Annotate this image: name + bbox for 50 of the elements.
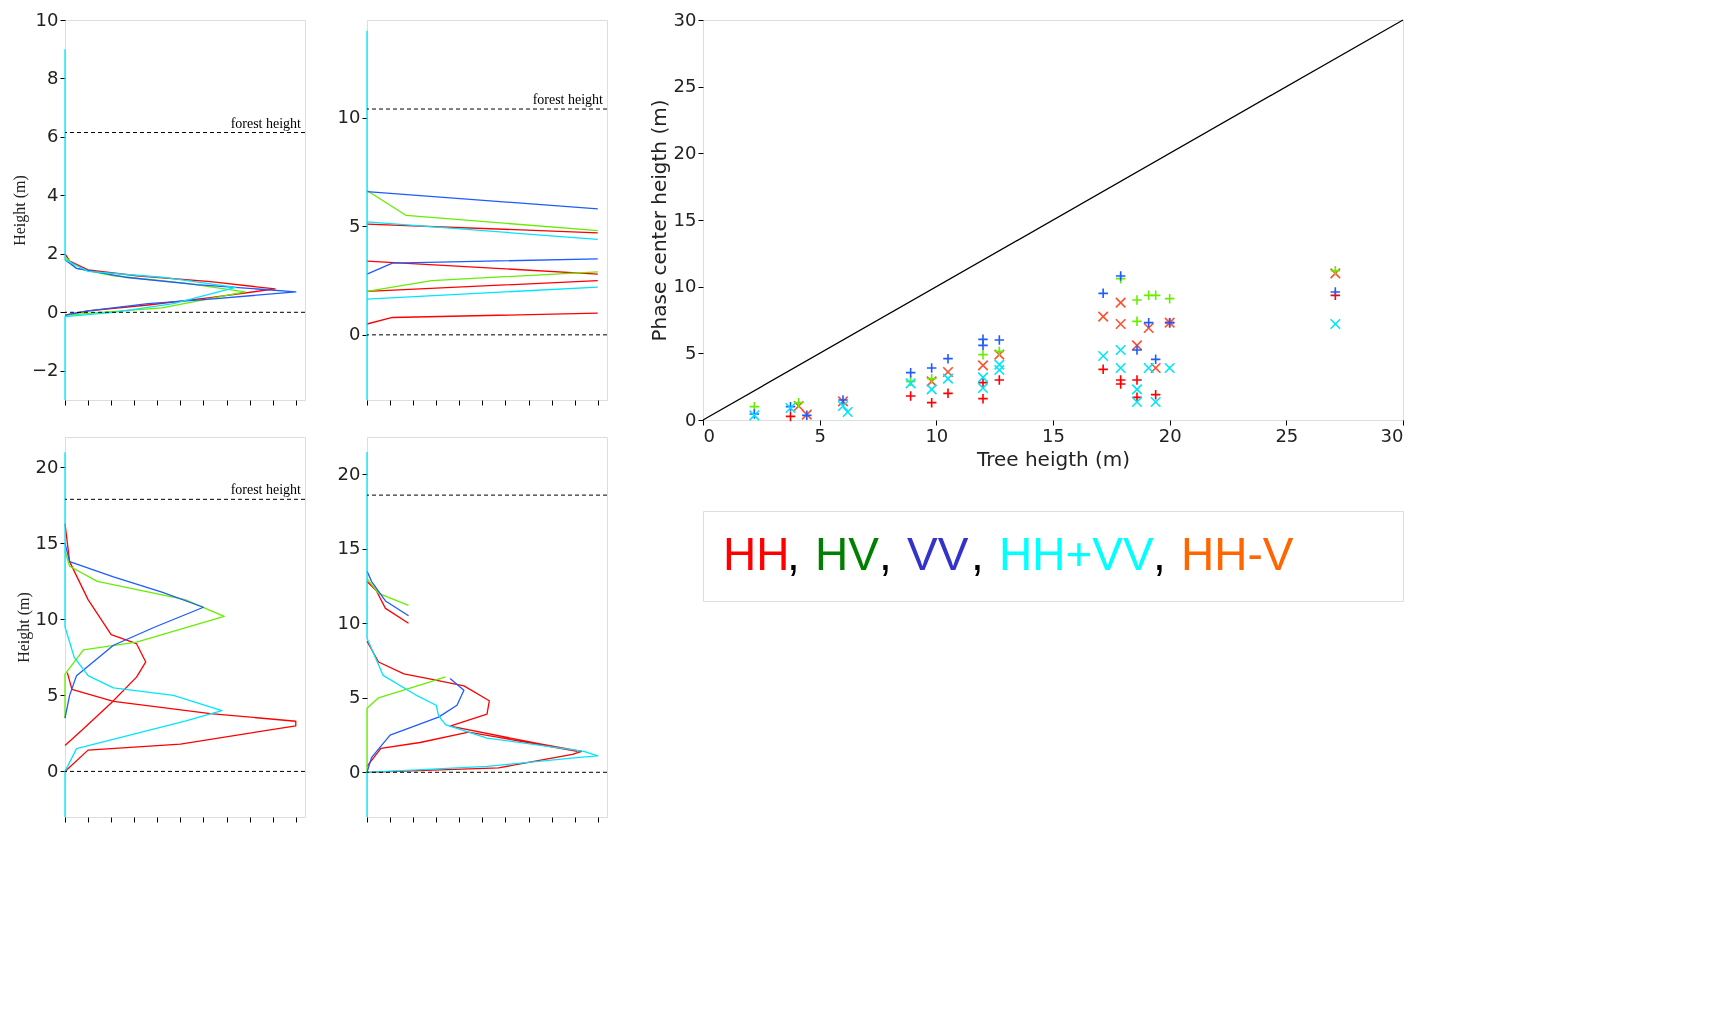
ref-line-label: forest height: [532, 92, 604, 108]
x-tick-label: 25: [1275, 424, 1299, 446]
x-tick-label: 0: [703, 424, 715, 446]
y-tick-label: 10: [35, 607, 59, 629]
text: ,: [971, 528, 984, 580]
y-tick-label: 5: [685, 341, 697, 363]
y-tick-label: 15: [337, 537, 361, 559]
y-tick-label: −2: [31, 359, 59, 381]
y-tick-label: 2: [47, 242, 59, 264]
x-tick-label: 10: [925, 424, 949, 446]
y-axis-title: Height (m): [14, 592, 33, 663]
legend-label: VV: [907, 528, 969, 580]
y-tick-label: 10: [673, 275, 697, 297]
legend-label: HH+VV: [999, 528, 1154, 580]
y-tick-label: 5: [47, 683, 59, 705]
y-tick-label: 10: [337, 611, 361, 633]
y-axis-title: Height (m): [10, 175, 29, 246]
x-axis-title: Tree heigth (m): [975, 446, 1131, 471]
text: ,: [879, 528, 892, 580]
x-tick-label: 20: [1158, 424, 1182, 446]
x-tick-label: 5: [814, 424, 826, 446]
y-tick-label: 15: [673, 208, 697, 230]
y-tick-label: 0: [47, 759, 59, 781]
text: ,: [1153, 528, 1166, 580]
y-tick-label: 8: [47, 66, 59, 88]
y-tick-label: 20: [35, 455, 59, 477]
x-tick-label: 15: [1042, 424, 1065, 446]
ref-line-label: forest height: [230, 482, 302, 498]
y-tick-label: 30: [673, 8, 697, 30]
legend-label: HH: [723, 528, 790, 580]
y-tick-label: 20: [337, 462, 361, 484]
legend-label: HV: [815, 528, 880, 580]
y-tick-label: 10: [35, 8, 59, 30]
y-tick-label: 25: [673, 75, 697, 97]
ref-line-label: forest height: [230, 115, 302, 131]
legend-label: HH-V: [1181, 528, 1294, 580]
y-tick-label: 5: [349, 214, 361, 236]
y-tick-label: 4: [47, 183, 59, 205]
y-tick-label: 5: [349, 686, 361, 708]
y-tick-label: 20: [673, 141, 697, 163]
y-tick-label: 0: [47, 300, 59, 322]
x-tick-label: 30: [1380, 424, 1404, 446]
y-tick-label: 10: [337, 106, 361, 128]
y-tick-label: 0: [685, 408, 697, 430]
y-tick-label: 6: [47, 125, 59, 147]
y-tick-label: 0: [349, 760, 361, 782]
y-tick-label: 0: [349, 323, 361, 345]
y-axis-title: Phase center heigth (m): [646, 99, 671, 342]
y-tick-label: 15: [35, 531, 59, 553]
text: ,: [787, 528, 800, 580]
